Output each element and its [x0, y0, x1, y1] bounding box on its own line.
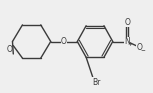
Text: −: −: [140, 47, 145, 52]
Text: Br: Br: [92, 78, 100, 87]
Text: +: +: [127, 42, 131, 47]
Text: O: O: [61, 37, 67, 46]
Text: O: O: [124, 18, 130, 27]
Text: O: O: [6, 45, 12, 54]
Text: N: N: [124, 37, 130, 46]
Text: O: O: [137, 43, 143, 52]
